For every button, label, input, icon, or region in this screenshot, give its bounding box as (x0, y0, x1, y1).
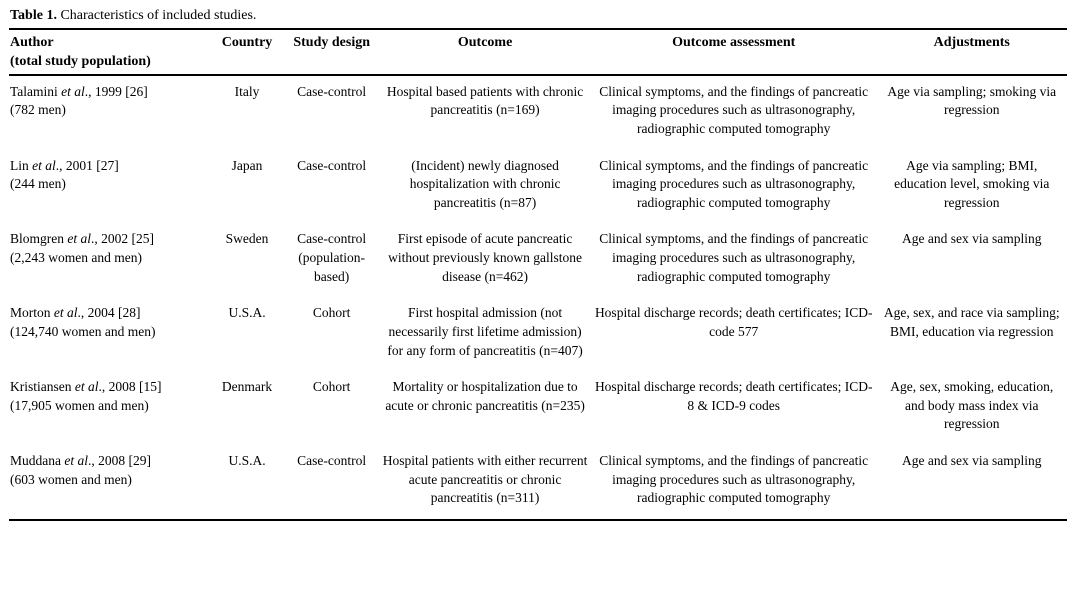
header-row: Author (total study population) Country S… (9, 30, 1067, 76)
outcome-cell: (Incident) newly diagnosed hospitalizati… (409, 157, 561, 210)
author-cell: Morton et al., 2004 [28] (124,740 women a… (9, 297, 210, 371)
outcome-cell: Hospital patients with either recurrent … (382, 453, 588, 506)
author-rest: ., 1999 [26] (84, 83, 148, 99)
table-body: Talamini et al., 1999 [26] (782 men) Ital… (9, 75, 1067, 520)
author-cell: Kristiansen et al., 2008 [15] (17,905 wom… (9, 371, 210, 445)
country-cell: Italy (234, 83, 260, 99)
adjustments-cell: Age via sampling; smoking via regression (887, 83, 1057, 118)
author-name: Lin (10, 157, 33, 173)
country-cell: Denmark (221, 379, 273, 395)
author-name: Muddana (10, 453, 65, 468)
author-cell: Talamini et al., 1999 [26] (782 men) (9, 75, 210, 150)
study-design-cell: Case-control (297, 83, 367, 99)
outcome-cell: Hospital based patients with chronic pan… (386, 83, 584, 118)
outcome-assessment-cell: Clinical symptoms, and the findings of p… (599, 231, 869, 284)
table-row: Kristiansen et al., 2008 [15] (17,905 wom… (9, 371, 1067, 445)
author-population: (17,905 women and men) (10, 397, 149, 413)
header-country: Country (210, 30, 285, 76)
header-outcome: Outcome (379, 30, 591, 76)
table-header: Author (total study population) Country S… (9, 30, 1067, 76)
country-cell: Sweden (225, 231, 269, 247)
adjustments-cell: Age and sex via sampling (902, 453, 1042, 468)
outcome-assessment-cell: Clinical symptoms, and the findings of p… (599, 453, 869, 506)
outcome-cell: First hospital admission (not necessaril… (387, 305, 583, 358)
author-name: Kristiansen (10, 379, 75, 395)
header-author-line2: (total study population) (10, 54, 151, 70)
author-etal: et al (64, 453, 88, 468)
header-author-line1: Author (10, 35, 54, 50)
studies-table: Author (total study population) Country S… (9, 30, 1067, 521)
author-population: (782 men) (10, 102, 66, 118)
header-study-design: Study design (284, 30, 380, 76)
author-name: Talamini (10, 83, 62, 99)
adjustments-cell: Age, sex, and race via sampling; BMI, ed… (883, 305, 1060, 339)
study-design-cell: Cohort (312, 379, 351, 395)
table-caption: Table 1. Characteristics of included stu… (9, 6, 1067, 30)
study-design-cell: Case-control (297, 453, 367, 468)
author-rest: ., 2002 [25] (91, 231, 154, 247)
table-caption-text: Characteristics of included studies. (56, 8, 257, 23)
outcome-assessment-cell: Hospital discharge records; death certif… (594, 305, 873, 339)
study-design-cell: Cohort (312, 305, 351, 321)
author-rest: ., 2008 [15] (98, 379, 162, 395)
author-cell: Blomgren et al., 2002 [25] (2,243 women a… (9, 223, 210, 297)
author-etal: et al (61, 83, 85, 99)
author-cell: Muddana et al., 2008 [29] (603 women and … (9, 445, 210, 520)
author-population: (124,740 women and men) (10, 323, 156, 339)
author-etal: et al (32, 157, 56, 173)
header-adjustments: Adjustments (876, 30, 1067, 76)
outcome-assessment-cell: Hospital discharge records; death certif… (594, 379, 873, 413)
author-name: Morton (10, 305, 54, 321)
country-cell: U.S.A. (228, 305, 266, 321)
country-cell: U.S.A. (228, 453, 266, 468)
outcome-assessment-cell: Clinical symptoms, and the findings of p… (599, 83, 869, 136)
outcome-cell: First episode of acute pancreatic withou… (388, 231, 582, 284)
author-etal: et al (53, 305, 78, 321)
table-row: Blomgren et al., 2002 [25] (2,243 women a… (9, 223, 1067, 297)
author-etal: et al (67, 231, 91, 247)
table-caption-label: Table 1. (10, 8, 57, 23)
header-outcome-assessment: Outcome assessment (590, 30, 877, 76)
adjustments-cell: Age, sex, smoking, education, and body m… (890, 379, 1054, 432)
table-row: Muddana et al., 2008 [29] (603 women and … (9, 445, 1067, 520)
author-name: Blomgren (10, 231, 68, 247)
author-population: (603 women and men) (10, 471, 132, 487)
table-row: Talamini et al., 1999 [26] (782 men) Ital… (9, 75, 1067, 150)
author-rest: ., 2008 [29] (88, 453, 151, 468)
adjustments-cell: Age and sex via sampling (902, 231, 1042, 247)
outcome-assessment-cell: Clinical symptoms, and the findings of p… (599, 157, 869, 210)
header-author: Author (total study population) (9, 30, 211, 76)
author-population: (244 men) (10, 176, 66, 192)
author-population: (2,243 women and men) (10, 250, 142, 265)
country-cell: Japan (231, 157, 263, 173)
table-row: Morton et al., 2004 [28] (124,740 women a… (9, 297, 1067, 371)
author-rest: ., 2001 [27] (55, 157, 119, 173)
study-design-cell: Case-control (population-based) (297, 231, 367, 284)
author-rest: ., 2004 [28] (77, 305, 141, 321)
author-etal: et al (74, 379, 99, 395)
table-row: Lin et al., 2001 [27] (244 men) Japan Cas… (9, 150, 1067, 224)
author-cell: Lin et al., 2001 [27] (244 men) (9, 150, 210, 224)
outcome-cell: Mortality or hospitalization due to acut… (385, 379, 585, 413)
adjustments-cell: Age via sampling; BMI, education level, … (894, 157, 1050, 210)
study-design-cell: Case-control (297, 157, 367, 173)
